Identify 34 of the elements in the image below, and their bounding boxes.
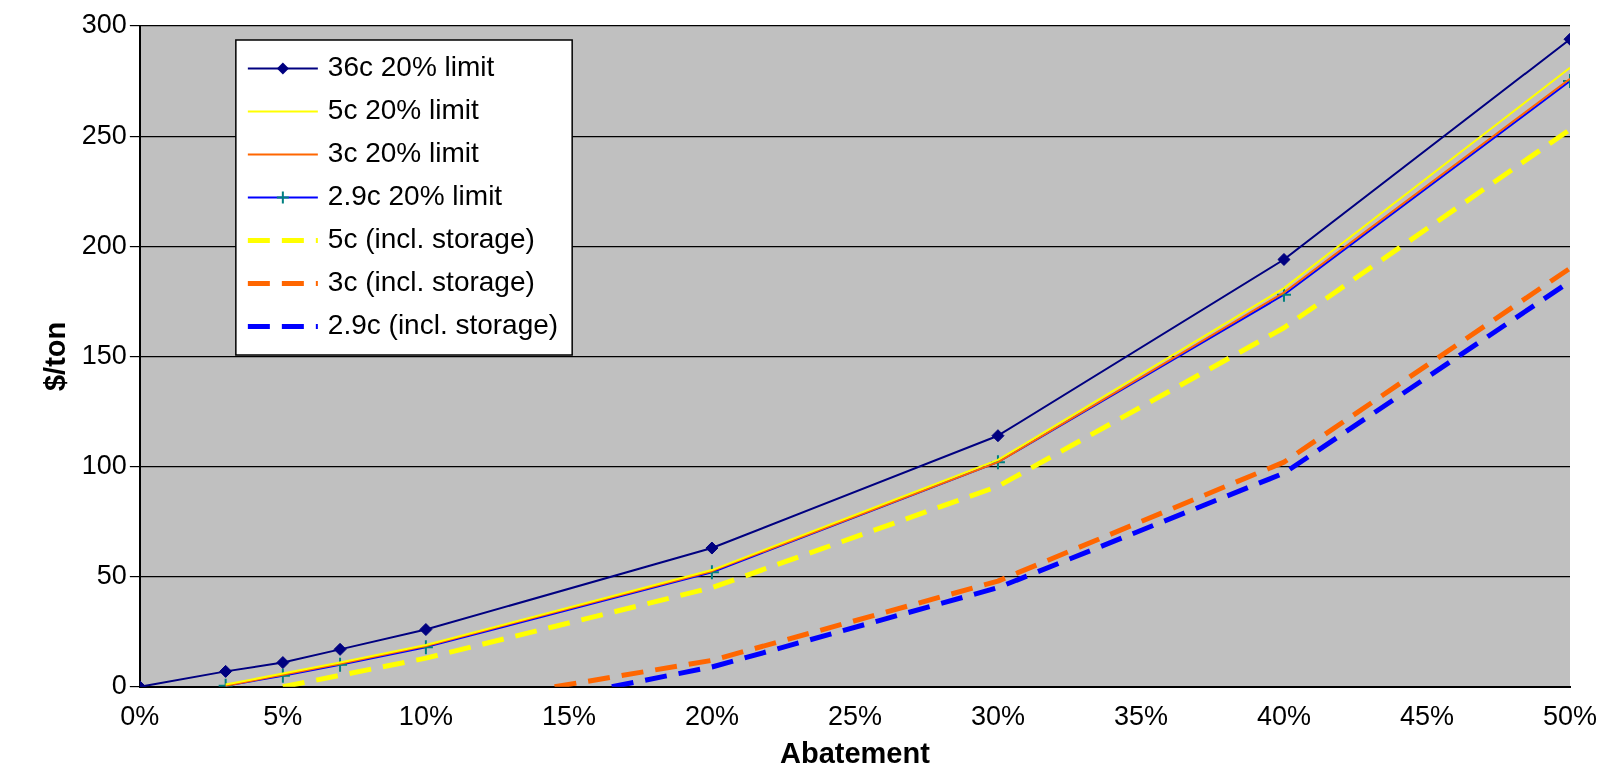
x-tick-label: 0%	[120, 701, 160, 732]
y-axis-title: $/ton	[39, 321, 72, 392]
legend-label: 2.9c (incl. storage)	[327, 309, 559, 341]
point	[1277, 252, 1291, 266]
y-tick-label: 250	[81, 119, 127, 150]
x-tick-label: 5%	[263, 701, 303, 732]
x-tick-label: 15%	[541, 701, 596, 732]
point	[276, 656, 290, 670]
y-tick-label: 150	[81, 339, 127, 370]
x-tick-label: 50%	[1542, 701, 1598, 732]
x-tick-label: 45%	[1399, 701, 1455, 732]
x-tick-label: 35%	[1113, 701, 1168, 732]
legend-label: 2.9c 20% limit	[327, 180, 503, 212]
legend-label: 3c 20% limit	[327, 137, 480, 169]
legend-label: 5c (incl. storage)	[327, 223, 535, 255]
legend-label: 5c 20% limit	[327, 94, 480, 126]
x-tick-label: 10%	[398, 701, 453, 732]
point	[705, 541, 719, 555]
x-tick-label: 40%	[1256, 701, 1311, 732]
point	[333, 642, 347, 656]
legend-label: 3c (incl. storage)	[327, 266, 535, 298]
y-tick-label: 300	[81, 9, 127, 40]
x-tick-label: 20%	[684, 701, 739, 732]
y-tick-label: 100	[81, 449, 127, 480]
point	[219, 664, 233, 678]
y-tick-label: 200	[81, 229, 127, 260]
x-axis-title: Abatement	[779, 736, 931, 769]
point	[991, 429, 1005, 443]
point	[419, 623, 433, 637]
y-tick-label: 50	[96, 560, 127, 591]
x-tick-label: 30%	[970, 701, 1025, 732]
x-tick-label: 25%	[827, 701, 882, 732]
legend-label: 36c 20% limit	[327, 51, 495, 83]
y-tick-label: 0	[111, 670, 127, 701]
